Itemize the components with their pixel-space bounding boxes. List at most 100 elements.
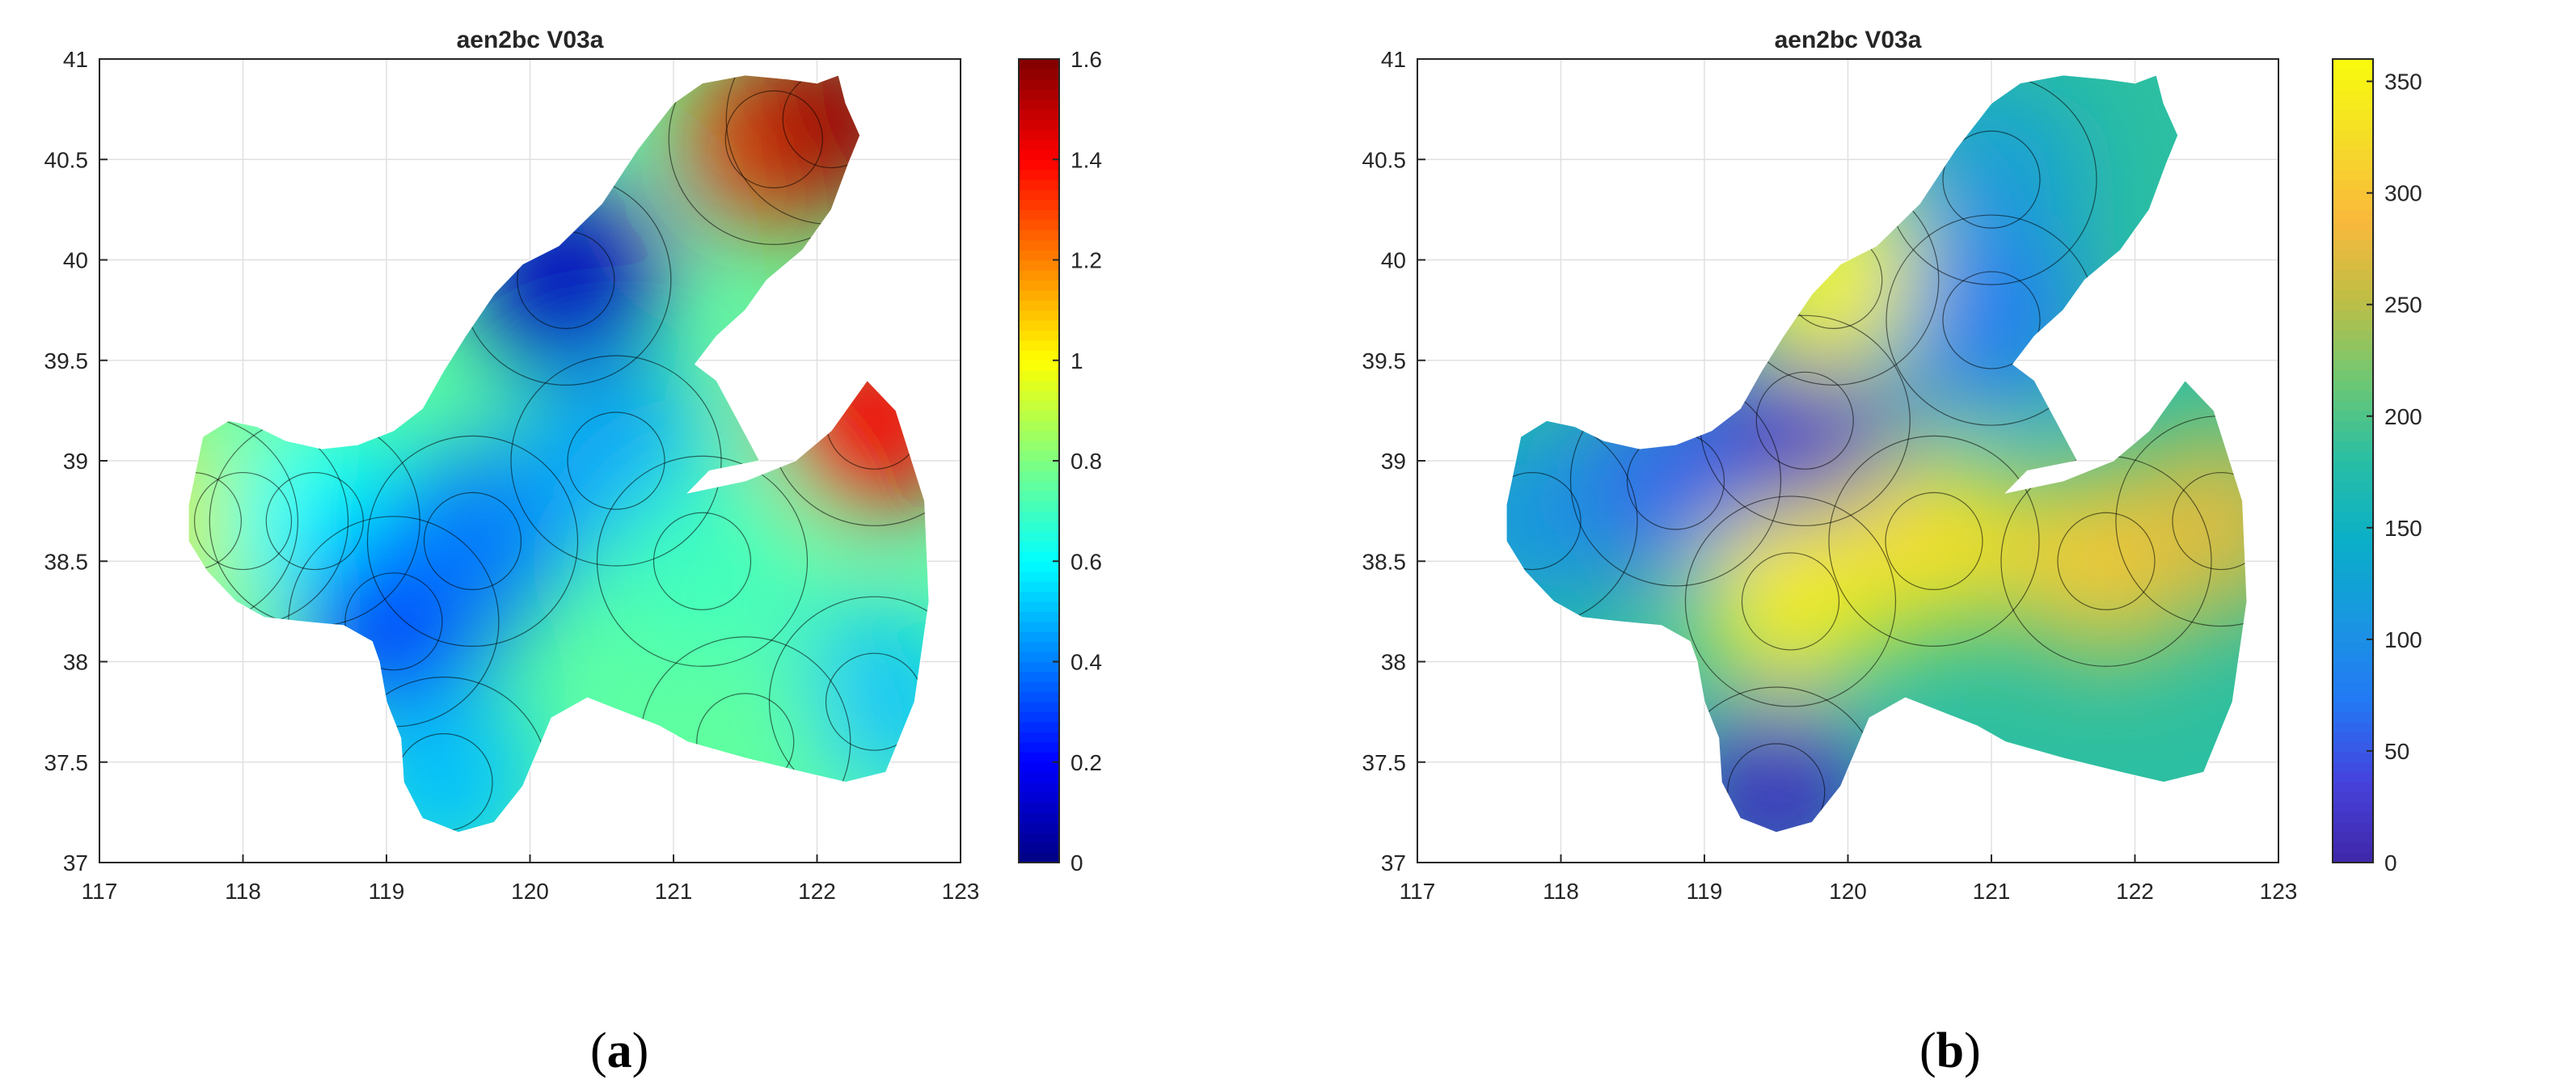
colorbar-segment	[2333, 99, 2373, 110]
colorbar-segment	[2333, 450, 2373, 462]
field-sample	[1506, 428, 1625, 614]
x-tick-label: 120	[1829, 879, 1867, 904]
colorbar-segment	[1019, 109, 1059, 120]
colorbar-segment	[2333, 400, 2373, 411]
colorbar-segment	[2333, 350, 2373, 361]
colorbar-segment	[1019, 732, 1059, 743]
colorbar-segment	[1019, 521, 1059, 532]
colorbar-segment	[1019, 209, 1059, 221]
colorbar-segment	[1019, 802, 1059, 813]
colorbar-segment	[1019, 842, 1059, 854]
chart-title: aen2bc V03a	[457, 27, 604, 53]
contour-line	[366, 435, 579, 648]
colorbar-segment	[1019, 571, 1059, 582]
colorbar-tick-label: 0.8	[1071, 449, 1102, 474]
colorbar-segment	[1019, 99, 1059, 110]
contour-line	[344, 572, 443, 671]
colorbar-segment	[2333, 69, 2373, 80]
colorbar-tick-label: 300	[2384, 181, 2422, 206]
colorbar-segment	[1019, 752, 1059, 763]
colorbar-segment	[1019, 832, 1059, 843]
colorbar-segment	[2333, 761, 2373, 773]
colorbar-segment	[2333, 430, 2373, 441]
colorbar-segment	[2333, 802, 2373, 813]
colorbar-segment	[2333, 541, 2373, 552]
colorbar-segment	[1019, 691, 1059, 702]
colorbar-segment	[1019, 269, 1059, 281]
chart-title: aen2bc V03a	[1775, 27, 1922, 53]
colorbar-segment	[1019, 69, 1059, 80]
colorbar-segment	[2333, 822, 2373, 833]
colorbar-segment	[2333, 581, 2373, 593]
colorbar-segment	[1019, 500, 1059, 512]
colorbar-segment	[1019, 360, 1059, 371]
colorbar-segment	[1019, 149, 1059, 160]
colorbar-segment	[2333, 782, 2373, 793]
y-tick-label: 38.5	[44, 549, 89, 574]
colorbar-tick-label: 0.4	[1071, 650, 1102, 675]
colorbar-segment	[1019, 159, 1059, 171]
contour-line	[1885, 491, 1983, 591]
basin-edge	[188, 74, 930, 833]
y-tick-label: 39	[63, 449, 88, 474]
colorbar-segment	[2333, 420, 2373, 432]
colorbar-segment	[2333, 521, 2373, 532]
chart-b: 117 118 119 120 121 122 123 37 37.5 38 38.5 39 39.5 4…	[1362, 27, 2422, 904]
colorbar-segment	[2333, 390, 2373, 402]
colorbar-segment	[1019, 199, 1059, 210]
y-tick-label: 40.5	[1362, 147, 1407, 172]
colorbar-tick-label: 1	[1071, 348, 1083, 373]
colorbar-tick-label: 0	[2384, 850, 2397, 875]
colorbar-segment	[1019, 219, 1059, 230]
colorbar-segment	[2333, 300, 2373, 311]
colorbar-segment	[1019, 289, 1059, 301]
colorbar-segment	[1019, 591, 1059, 602]
y-tick-label: 41	[1381, 47, 1406, 72]
field-sample	[1683, 699, 1869, 833]
chart-a: 117 118 119 120 121 122 123 37 37.5 38 38.5 39 39.5 4…	[44, 27, 1102, 904]
colorbar-segment	[2333, 78, 2373, 90]
contour-line	[510, 355, 722, 567]
colorbar-segment	[2333, 641, 2373, 652]
colorbar-segment	[2333, 410, 2373, 421]
colorbar-segment	[2333, 832, 2373, 843]
colorbar-segment	[1019, 561, 1059, 572]
colorbar-segment	[1019, 491, 1059, 502]
colorbar-segment	[2333, 380, 2373, 391]
field-sample	[609, 468, 796, 655]
colorbar-segment	[1019, 581, 1059, 593]
field-sample	[379, 448, 566, 635]
colorbar-segment	[1019, 621, 1059, 632]
colorbar-segment	[1019, 661, 1059, 673]
colorbar-segment	[2333, 320, 2373, 331]
colorbar-segment	[1019, 681, 1059, 693]
colorbar-segment	[1019, 601, 1059, 612]
colorbar-segment	[1019, 300, 1059, 311]
x-tick-label: 118	[225, 879, 261, 904]
colorbar-segment	[1019, 551, 1059, 562]
colorbar-segment	[1019, 179, 1059, 191]
x-tick-label: 123	[942, 879, 980, 904]
panel-b: 117 118 119 120 121 122 123 37 37.5 38 38.5 39 39.5 4…	[1288, 0, 2576, 1078]
colorbar-segment	[1019, 812, 1059, 823]
y-tick-label: 38	[1381, 650, 1406, 675]
y-tick-label: 37	[63, 850, 88, 875]
x-tick-label: 120	[511, 879, 549, 904]
colorbar-segment	[1019, 330, 1059, 341]
y-tick-label: 40	[63, 248, 88, 273]
colorbar-segment	[1019, 78, 1059, 90]
colorbar-segment	[1019, 702, 1059, 713]
colorbar-segment	[1019, 89, 1059, 100]
colorbar-tick-label: 100	[2384, 627, 2422, 652]
colorbar-segment	[2333, 159, 2373, 171]
colorbar-segment	[2333, 179, 2373, 191]
field-sample	[1841, 448, 2027, 635]
colorbar-segment	[1019, 671, 1059, 682]
colorbar-segment	[2333, 330, 2373, 341]
colorbar-segment	[1019, 852, 1059, 863]
contour-line	[1741, 552, 1840, 651]
colorbar-segment	[1019, 641, 1059, 652]
colorbar-segment	[2333, 360, 2373, 371]
colorbar-segment	[1019, 350, 1059, 361]
colorbar-segment	[2333, 259, 2373, 271]
